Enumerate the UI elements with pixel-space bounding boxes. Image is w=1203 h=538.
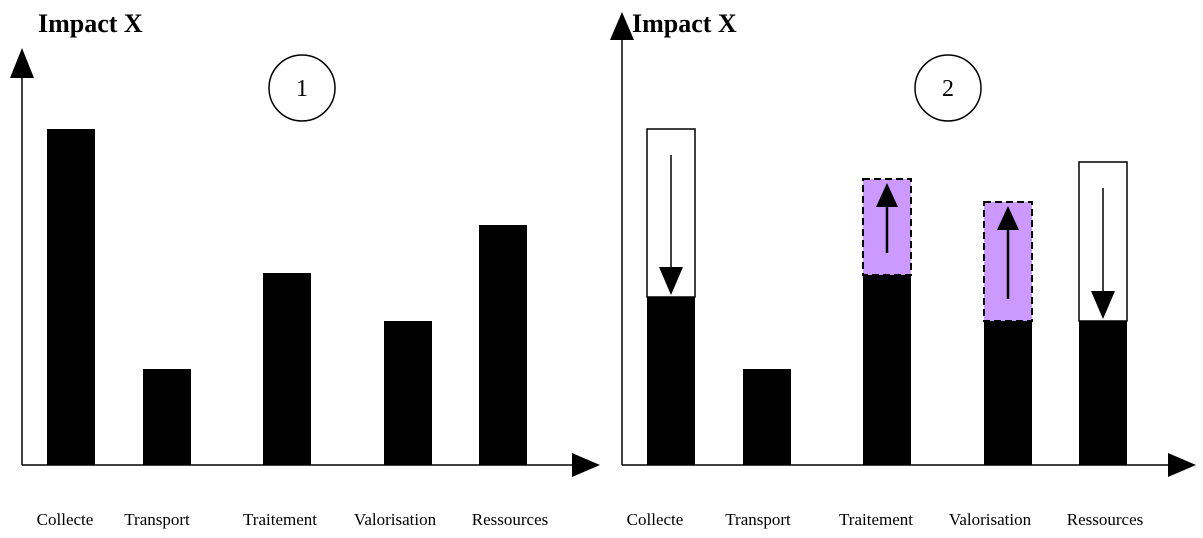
chart-2-down-arrow-ressources xyxy=(1091,291,1115,319)
chart-2: Impact X 2 Collecte Transport Traitement… xyxy=(610,9,1196,529)
chart-2-tick-collecte: Collecte xyxy=(627,510,684,529)
chart-1-bar-traitement xyxy=(263,273,311,465)
chart-1-tick-ressources: Ressources xyxy=(472,510,548,529)
chart-2-up-arrow-valorisation xyxy=(997,206,1019,230)
chart-1-bar-valorisation xyxy=(384,321,432,465)
chart-1-x-axis-arrow xyxy=(572,453,600,477)
chart-2-up-arrow-traitement xyxy=(876,183,898,207)
chart-1-tick-valorisation: Valorisation xyxy=(354,510,437,529)
chart-1-tick-transport: Transport xyxy=(124,510,190,529)
chart-2-y-axis-arrow xyxy=(610,12,634,40)
chart-2-badge: 2 xyxy=(914,54,982,122)
chart-2-tick-ressources: Ressources xyxy=(1067,510,1143,529)
chart-1-y-axis-arrow xyxy=(10,48,34,78)
chart-2-x-axis-arrow xyxy=(1168,453,1196,477)
chart-2-tick-transport: Transport xyxy=(725,510,791,529)
chart-1-badge: 1 xyxy=(268,54,336,122)
chart-2-bar-traitement xyxy=(863,275,911,465)
chart-1-tick-collecte: Collecte xyxy=(37,510,94,529)
chart-1-bars xyxy=(47,129,527,465)
chart-2-bar-ressources xyxy=(1079,321,1127,465)
chart-1-bar-transport xyxy=(143,369,191,465)
chart-2-badge-label: 2 xyxy=(942,76,954,102)
chart-1-bar-ressources xyxy=(479,225,527,465)
chart-2-bar-transport xyxy=(743,369,791,465)
chart-2-tick-traitement: Traitement xyxy=(839,510,913,529)
chart-1: Impact X 1 Collecte Transport Traitement… xyxy=(10,9,600,529)
chart-1-badge-label: 1 xyxy=(296,76,308,102)
chart-1-bar-collecte xyxy=(47,129,95,465)
chart-2-down-arrow-collecte xyxy=(659,267,683,295)
chart-2-bar-collecte xyxy=(647,297,695,465)
chart-2-title: Impact X xyxy=(632,9,737,38)
chart-1-x-tick-labels: Collecte Transport Traitement Valorisati… xyxy=(37,510,549,529)
chart-2-x-tick-labels: Collecte Transport Traitement Valorisati… xyxy=(627,510,1144,529)
chart-2-badge-circle xyxy=(914,54,982,122)
chart-1-tick-traitement: Traitement xyxy=(243,510,317,529)
chart-1-badge-circle xyxy=(268,54,336,122)
chart-2-bars xyxy=(646,128,1128,465)
chart-1-title: Impact X xyxy=(38,9,143,38)
chart-2-tick-valorisation: Valorisation xyxy=(949,510,1032,529)
chart-2-bar-valorisation xyxy=(984,321,1032,465)
